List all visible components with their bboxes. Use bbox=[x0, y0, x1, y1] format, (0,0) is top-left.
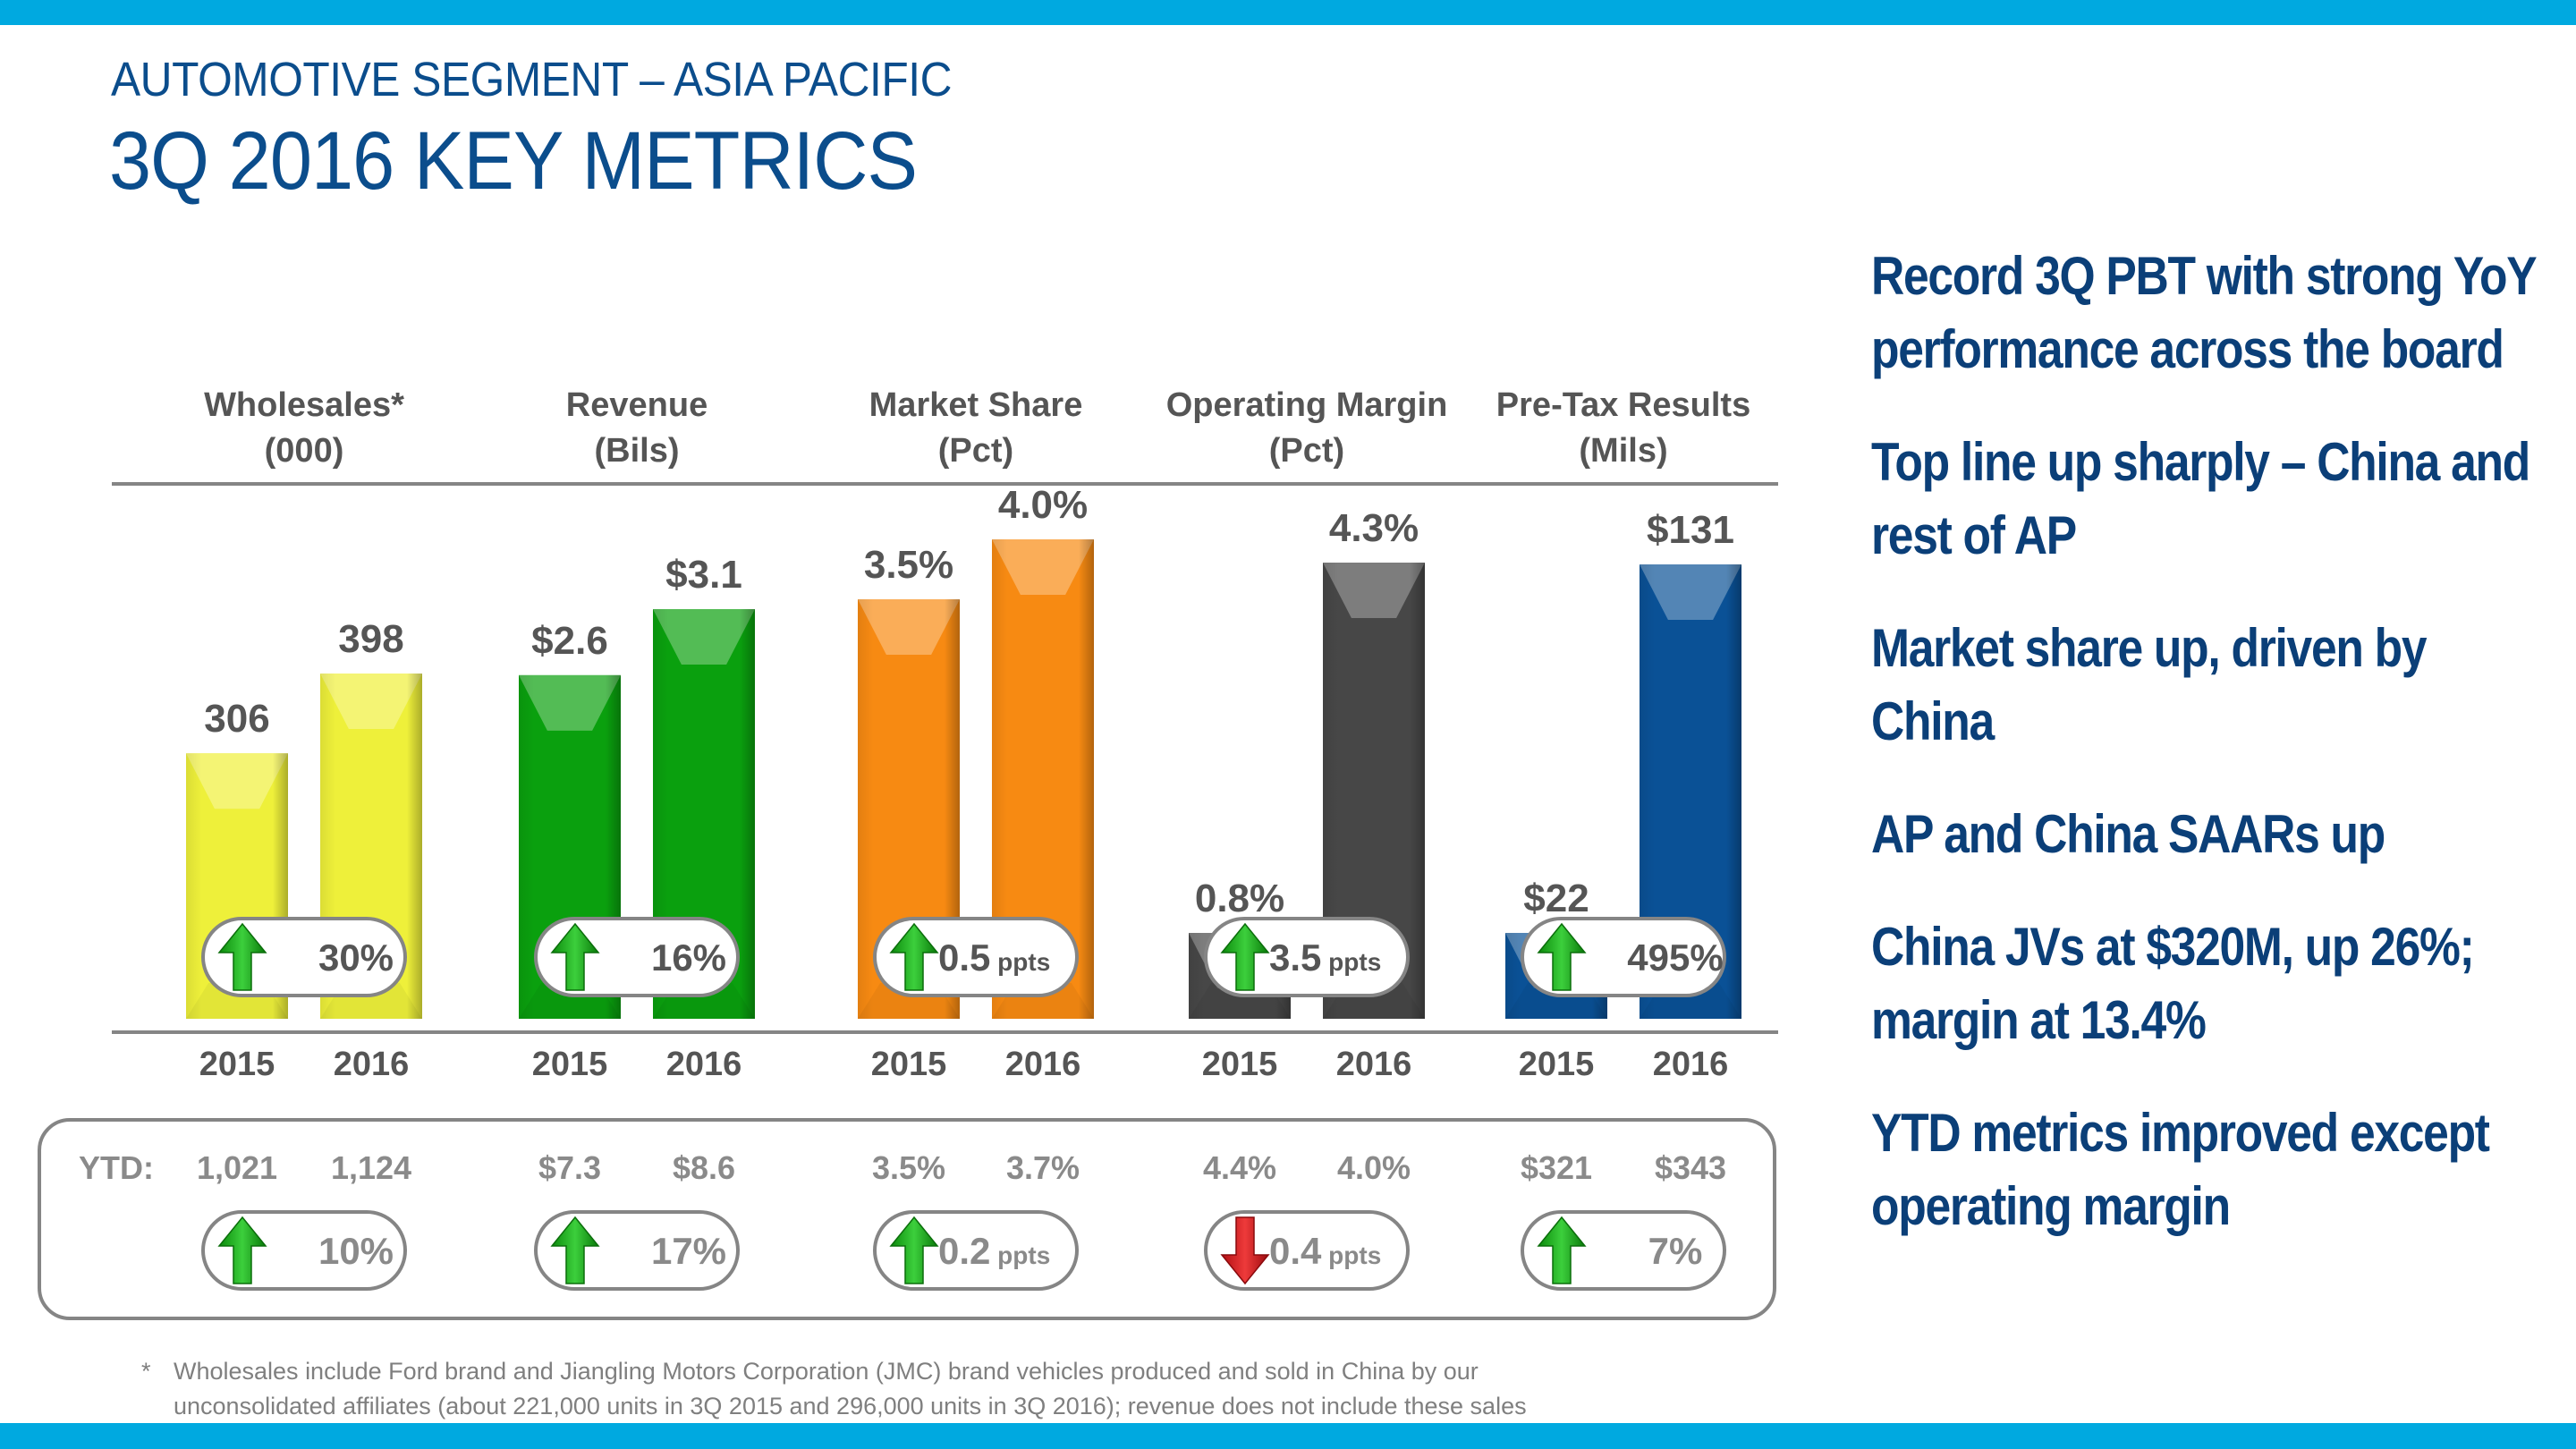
year-label: 2016 bbox=[1336, 1046, 1412, 1083]
ytd-value: $8.6 bbox=[673, 1149, 735, 1186]
bottom-accent-band bbox=[0, 1423, 2576, 1449]
bar-value-label: 306 bbox=[204, 697, 269, 741]
footnote-line-1: Wholesales include Ford brand and Jiangl… bbox=[174, 1358, 1479, 1385]
ytd-change-value: 7% bbox=[1648, 1230, 1703, 1272]
arrow-up-icon bbox=[1220, 922, 1270, 991]
year-label: 2015 bbox=[1202, 1046, 1278, 1083]
ytd-value: 4.0% bbox=[1337, 1149, 1411, 1186]
takeaway-item: YTD metrics improved except operating ma… bbox=[1871, 1103, 2490, 1236]
ytd-change-value: 17% bbox=[651, 1230, 726, 1272]
ytd-value: $321 bbox=[1521, 1149, 1592, 1186]
ytd-value: 4.4% bbox=[1203, 1149, 1276, 1186]
year-label: 2016 bbox=[334, 1046, 410, 1083]
year-label: 2015 bbox=[1519, 1046, 1595, 1083]
arrow-up-icon bbox=[1537, 922, 1587, 991]
ytd-value: $7.3 bbox=[538, 1149, 601, 1186]
ytd-change-value: 0.2 ppts bbox=[938, 1230, 1050, 1272]
metric-unit: (Bils) bbox=[595, 432, 680, 470]
change-value: 30% bbox=[318, 936, 394, 979]
change-value: 3.5 ppts bbox=[1269, 936, 1381, 979]
ytd-change-value: 0.4 ppts bbox=[1269, 1230, 1381, 1272]
bar-value-label: 3.5% bbox=[864, 543, 953, 587]
takeaway-item: China JVs at $320M, up 26%; margin at 13… bbox=[1871, 917, 2475, 1050]
footnote-line-2: unconsolidated affiliates (about 221,000… bbox=[174, 1393, 1527, 1419]
ytd-panel bbox=[38, 1118, 1776, 1320]
year-label: 2016 bbox=[1653, 1046, 1729, 1083]
takeaway-item: AP and China SAARs up bbox=[1871, 804, 2385, 864]
bar-value-label: 4.3% bbox=[1329, 506, 1419, 550]
bar-value-label: $131 bbox=[1647, 508, 1734, 552]
bar-value-label: 4.0% bbox=[998, 483, 1088, 527]
arrow-up-icon bbox=[217, 922, 267, 991]
metric-header: Revenue bbox=[566, 386, 708, 424]
slide-subtitle: AUTOMOTIVE SEGMENT – ASIA PACIFIC bbox=[111, 53, 952, 106]
footnote-marker: * bbox=[141, 1358, 151, 1385]
arrow-up-icon bbox=[550, 1216, 600, 1284]
ytd-label: YTD: bbox=[79, 1149, 154, 1186]
top-accent-band bbox=[0, 0, 2576, 25]
year-label: 2016 bbox=[666, 1046, 742, 1083]
ytd-value: 3.7% bbox=[1006, 1149, 1080, 1186]
bar-value-label: $3.1 bbox=[665, 553, 742, 597]
bar-value-label: $22 bbox=[1523, 877, 1589, 920]
arrow-up-icon bbox=[550, 922, 600, 991]
arrow-up-icon bbox=[889, 922, 939, 991]
metric-header: Market Share bbox=[869, 386, 1083, 424]
ytd-value: 3.5% bbox=[872, 1149, 945, 1186]
key-takeaways: Record 3Q PBT with strong YoY performanc… bbox=[1871, 240, 2551, 1283]
arrow-up-icon bbox=[1537, 1216, 1587, 1284]
slide-title: 3Q 2016 KEY METRICS bbox=[109, 115, 918, 207]
bar-value-label: 398 bbox=[338, 617, 403, 661]
change-value: 16% bbox=[651, 936, 726, 979]
takeaway-item: Top line up sharply – China and rest of … bbox=[1871, 432, 2530, 565]
arrow-down-icon bbox=[1220, 1216, 1270, 1285]
year-label: 2015 bbox=[532, 1046, 608, 1083]
bar-value-label: 0.8% bbox=[1195, 877, 1284, 920]
ytd-value: 1,124 bbox=[331, 1149, 411, 1186]
ytd-value: $343 bbox=[1655, 1149, 1726, 1186]
metric-header: Operating Margin bbox=[1166, 386, 1448, 424]
metric-header: Wholesales* bbox=[204, 386, 404, 424]
year-label: 2015 bbox=[871, 1046, 947, 1083]
ytd-value: 1,021 bbox=[197, 1149, 277, 1186]
change-value: 0.5 ppts bbox=[938, 936, 1050, 979]
year-label: 2015 bbox=[199, 1046, 275, 1083]
arrow-up-icon bbox=[217, 1216, 267, 1284]
metric-unit: (000) bbox=[265, 432, 344, 470]
change-value: 495% bbox=[1627, 936, 1723, 979]
takeaway-item: Record 3Q PBT with strong YoY performanc… bbox=[1871, 246, 2537, 379]
metric-unit: (Pct) bbox=[1269, 432, 1344, 470]
arrow-up-icon bbox=[889, 1216, 939, 1284]
year-label: 2016 bbox=[1005, 1046, 1081, 1083]
ytd-change-value: 10% bbox=[318, 1230, 394, 1272]
takeaway-item: Market share up, driven by China bbox=[1871, 618, 2428, 751]
bar-value-label: $2.6 bbox=[531, 619, 608, 663]
metric-unit: (Pct) bbox=[938, 432, 1013, 470]
footnote: * Wholesales include Ford brand and Jian… bbox=[141, 1354, 1787, 1424]
metric-header: Pre-Tax Results bbox=[1496, 386, 1750, 424]
metric-unit: (Mils) bbox=[1579, 432, 1667, 470]
